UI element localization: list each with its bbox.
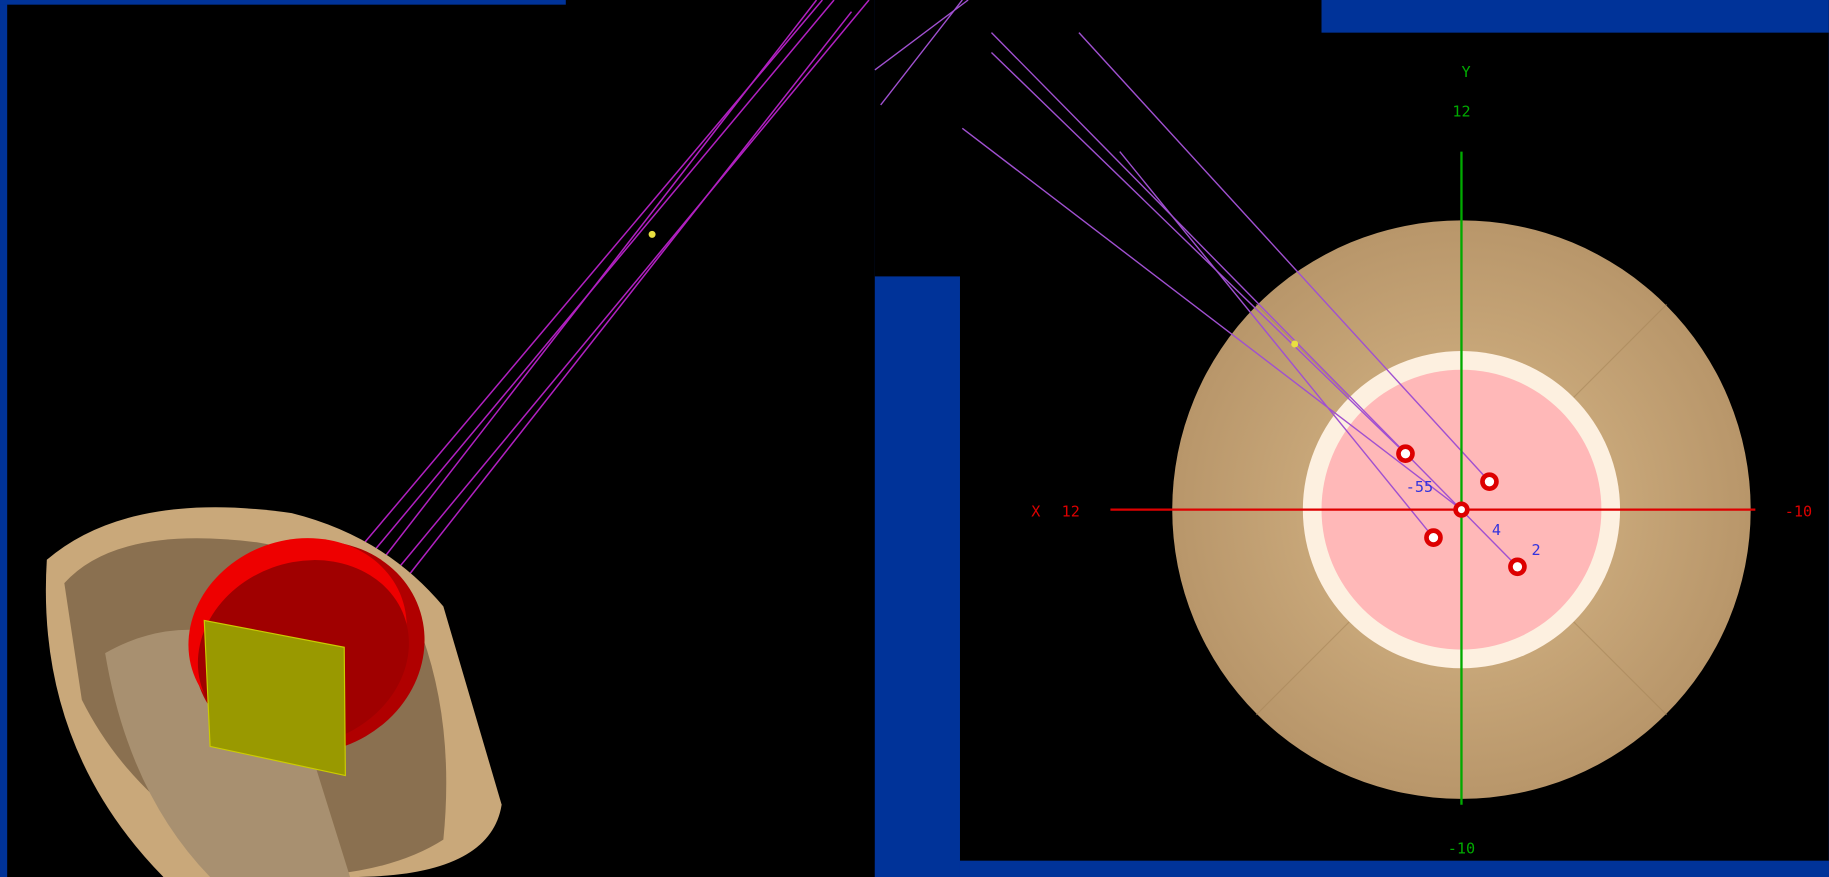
side-view: [0, 0, 875, 877]
y-top-label: 12: [1452, 102, 1470, 120]
y-axis-label: Y: [1462, 63, 1471, 81]
y-bottom-label: -10: [1448, 840, 1475, 858]
track-label: -55: [1406, 478, 1433, 496]
end-view: Y 12 -10 X 12 -10 -55 4 2: [874, 0, 1829, 877]
x-axis-label: X: [1031, 502, 1040, 520]
x-left-label: 12: [1062, 502, 1080, 520]
track-label: 4: [1492, 521, 1501, 539]
x-right-label: -10: [1785, 502, 1812, 520]
track-label: 2: [1532, 541, 1541, 559]
